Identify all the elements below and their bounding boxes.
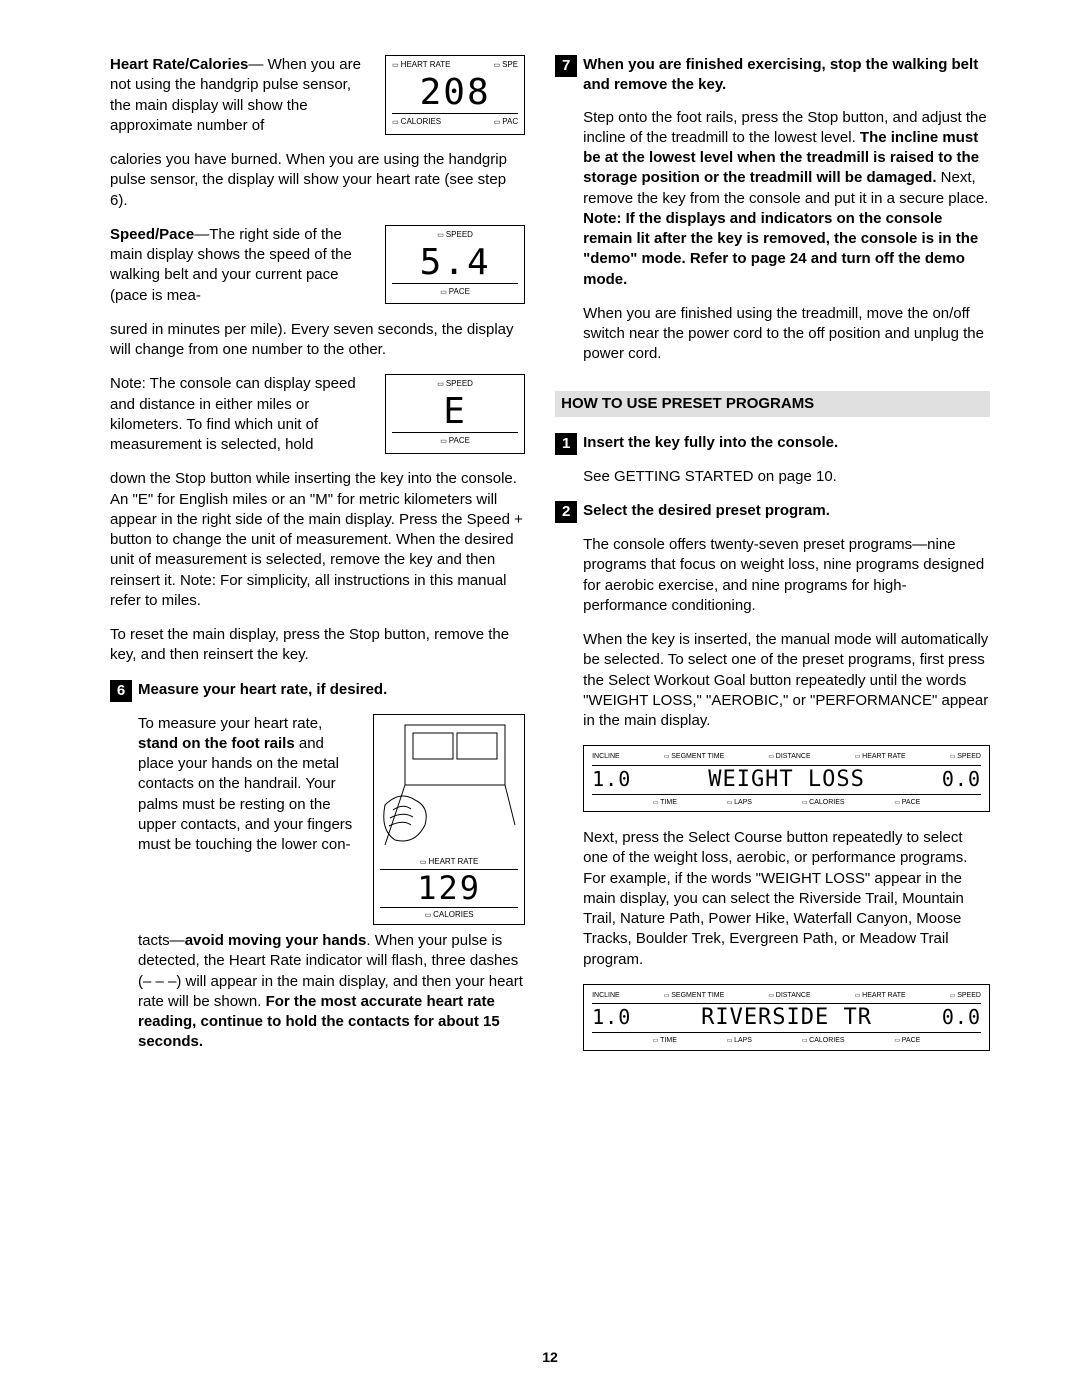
left-column: HEART RATE SPE 208 CALORIES PAC Heart Ra… <box>110 55 525 1340</box>
body-text: down the Stop button while inserting the… <box>110 469 525 611</box>
body-text: See GETTING STARTED on page 10. <box>583 467 990 487</box>
step-number-icon: 2 <box>555 501 577 523</box>
matrix-value: 1.0 <box>592 769 631 791</box>
lcd-unit: SPEED E PACE <box>385 374 525 454</box>
step-number-icon: 7 <box>555 55 577 77</box>
lcd-label: CALORIES <box>392 117 441 128</box>
text: tacts— <box>138 932 185 949</box>
matrix-label: TIME <box>653 798 677 807</box>
columns: HEART RATE SPE 208 CALORIES PAC Heart Ra… <box>110 55 990 1340</box>
matrix-label: CALORIES <box>802 798 845 807</box>
lcd-label: PAC <box>494 117 518 128</box>
step-title: Select the desired preset program. <box>583 501 990 523</box>
matrix-main-row: 1.0 RIVERSIDE TR 0.0 <box>592 1003 981 1033</box>
matrix-label: HEART RATE <box>855 752 906 761</box>
lcd-heart-rate-calories: HEART RATE SPE 208 CALORIES PAC <box>385 55 525 135</box>
step-7-head: 7 When you are finished exercising, stop… <box>555 55 990 96</box>
matrix-top-labels: INCLINE SEGMENT TIME DISTANCE HEART RATE… <box>592 752 981 761</box>
text: To measure your heart rate, <box>138 715 322 732</box>
step-6-head: 6 Measure your heart rate, if desired. <box>110 680 525 702</box>
hr-cal-block: HEART RATE SPE 208 CALORIES PAC Heart Ra… <box>110 55 525 150</box>
lcd-label: SPEED <box>437 230 473 241</box>
matrix-bottom-labels: x TIME LAPS CALORIES PACE x <box>592 798 981 807</box>
matrix-label: DISTANCE <box>768 752 810 761</box>
matrix-value: 1.0 <box>592 1007 631 1029</box>
matrix-label: INCLINE <box>592 752 620 761</box>
section-heading: HOW TO USE PRESET PROGRAMS <box>555 391 990 417</box>
figure-label: HEART RATE <box>380 857 518 871</box>
label: Speed/Pace <box>110 226 194 243</box>
matrix-label: TIME <box>653 1036 677 1045</box>
matrix-top-labels: INCLINE SEGMENT TIME DISTANCE HEART RATE… <box>592 991 981 1000</box>
matrix-text: RIVERSIDE TR <box>701 1007 872 1029</box>
lcd-label: PACE <box>440 287 470 298</box>
figure-label: CALORIES <box>374 910 524 921</box>
matrix-label: SEGMENT TIME <box>664 752 724 761</box>
right-column: 7 When you are finished exercising, stop… <box>555 55 990 1340</box>
matrix-label: CALORIES <box>802 1036 845 1045</box>
page-number: 12 <box>110 1340 990 1367</box>
body-text: When you are finished using the treadmil… <box>583 304 990 365</box>
matrix-text: WEIGHT LOSS <box>708 769 865 791</box>
step-number-icon: 6 <box>110 680 132 702</box>
lcd-label: SPEED <box>437 379 473 390</box>
lcd-label: PACE <box>440 436 470 447</box>
label: Heart Rate/Calories <box>110 56 248 73</box>
figure-value: 129 <box>380 872 518 908</box>
step-title: Measure your heart rate, if desired. <box>138 680 525 702</box>
body-text: calories you have burned. When you are u… <box>110 150 525 211</box>
text: and place your hands on the metal contac… <box>138 735 352 853</box>
matrix-value: 0.0 <box>942 769 981 791</box>
lcd-speed-pace: SPEED 5.4 PACE <box>385 225 525 305</box>
matrix-label: SEGMENT TIME <box>664 991 724 1000</box>
unit-block: SPEED E PACE Note: The console can displ… <box>110 374 525 469</box>
body-text: sured in minutes per mile). Every seven … <box>110 320 525 361</box>
matrix-label: INCLINE <box>592 991 620 1000</box>
lcd-value: 5.4 <box>392 243 518 284</box>
matrix-main-row: 1.0 WEIGHT LOSS 0.0 <box>592 765 981 795</box>
text: Note: If the displays and indicators on … <box>583 210 978 288</box>
step-6-body: HEART RATE 129 CALORIES To measure your … <box>138 714 525 932</box>
speed-block: SPEED 5.4 PACE Speed/Pace—The right side… <box>110 225 525 320</box>
body-text: Next, press the Select Course button rep… <box>583 828 990 970</box>
body-text: Step onto the foot rails, press the Stop… <box>583 108 990 290</box>
matrix-label: DISTANCE <box>768 991 810 1000</box>
body-text: tacts—avoid moving your hands. When your… <box>138 931 525 1053</box>
lcd-label: HEART RATE <box>392 60 450 71</box>
matrix-label: HEART RATE <box>855 991 906 1000</box>
matrix-bottom-labels: x TIME LAPS CALORIES PACE x <box>592 1036 981 1045</box>
matrix-label: LAPS <box>727 1036 752 1045</box>
body-text: The console offers twenty-seven preset p… <box>583 535 990 616</box>
step-number-icon: 1 <box>555 433 577 455</box>
matrix-label: SPEED <box>950 752 981 761</box>
matrix-value: 0.0 <box>942 1007 981 1029</box>
spacer <box>555 379 990 391</box>
lcd-value: E <box>392 392 518 433</box>
body-text: To reset the main display, press the Sto… <box>110 625 525 666</box>
step-title: When you are finished exercising, stop t… <box>583 55 990 96</box>
body-text: When the key is inserted, the manual mod… <box>583 630 990 731</box>
step-1-head: 1 Insert the key fully into the console. <box>555 433 990 455</box>
matrix-label: SPEED <box>950 991 981 1000</box>
matrix-display-weight-loss: INCLINE SEGMENT TIME DISTANCE HEART RATE… <box>583 745 990 812</box>
matrix-display-riverside: INCLINE SEGMENT TIME DISTANCE HEART RATE… <box>583 984 990 1051</box>
matrix-label: LAPS <box>727 798 752 807</box>
lcd-value: 208 <box>392 73 518 114</box>
lcd-label: SPE <box>494 60 519 71</box>
matrix-label: PACE <box>894 798 920 807</box>
matrix-label: PACE <box>894 1036 920 1045</box>
handgrip-illustration-icon <box>375 715 523 855</box>
text: avoid moving your hands <box>185 932 367 949</box>
manual-page: HEART RATE SPE 208 CALORIES PAC Heart Ra… <box>0 0 1080 1397</box>
step-title: Insert the key fully into the console. <box>583 433 990 455</box>
heart-rate-figure: HEART RATE 129 CALORIES <box>373 714 525 926</box>
step-2-head: 2 Select the desired preset program. <box>555 501 990 523</box>
text: stand on the foot rails <box>138 735 295 752</box>
